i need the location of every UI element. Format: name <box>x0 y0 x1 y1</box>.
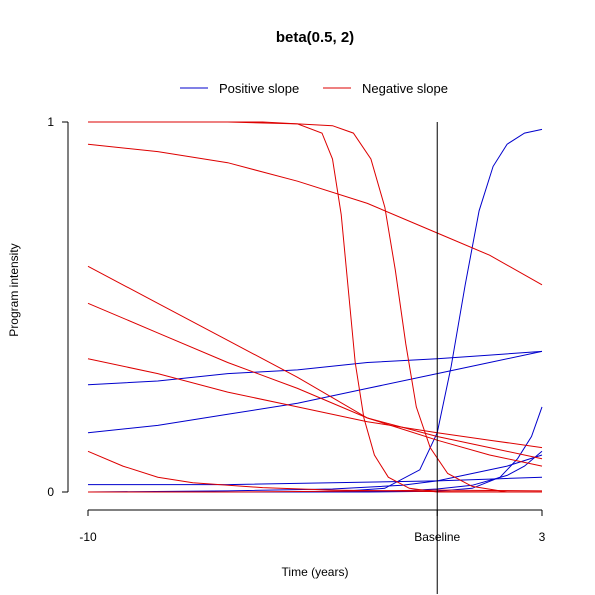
legend: Positive slope Negative slope <box>180 81 448 96</box>
axes-layer: 01-10 Baseline 3 <box>47 115 546 594</box>
series-line-negative-12 <box>87 302 543 460</box>
y-axis-label: Program intensity <box>7 243 21 336</box>
series-line-positive-7 <box>88 406 543 493</box>
series-line-negative-15 <box>88 489 543 493</box>
series-line-negative-8 <box>88 121 542 493</box>
series-line-negative-11 <box>87 265 543 467</box>
y-tick-label-1: 0 <box>47 485 54 499</box>
legend-label-positive: Positive slope <box>219 81 299 96</box>
series-line-positive-2 <box>87 350 543 386</box>
series-line-positive-3 <box>87 350 543 434</box>
series-line-negative-10 <box>87 143 543 286</box>
series-line-negative-13 <box>87 358 543 449</box>
x-tick-label-1: -10 <box>79 530 97 544</box>
series-line-negative-9 <box>88 121 542 493</box>
legend-label-negative: Negative slope <box>362 81 448 96</box>
y-tick-label-2: 1 <box>47 115 54 129</box>
series-line-positive-5 <box>87 454 543 493</box>
series-line-positive-6 <box>88 450 543 493</box>
chart-title: beta(0.5, 2) <box>276 29 354 46</box>
series-line-negative-14 <box>87 450 543 493</box>
x-tick-label-3: 3 <box>539 530 546 544</box>
x-axis-label: Time (years) <box>282 565 349 579</box>
series-layer <box>87 121 543 493</box>
series-line-positive-4 <box>88 476 543 486</box>
